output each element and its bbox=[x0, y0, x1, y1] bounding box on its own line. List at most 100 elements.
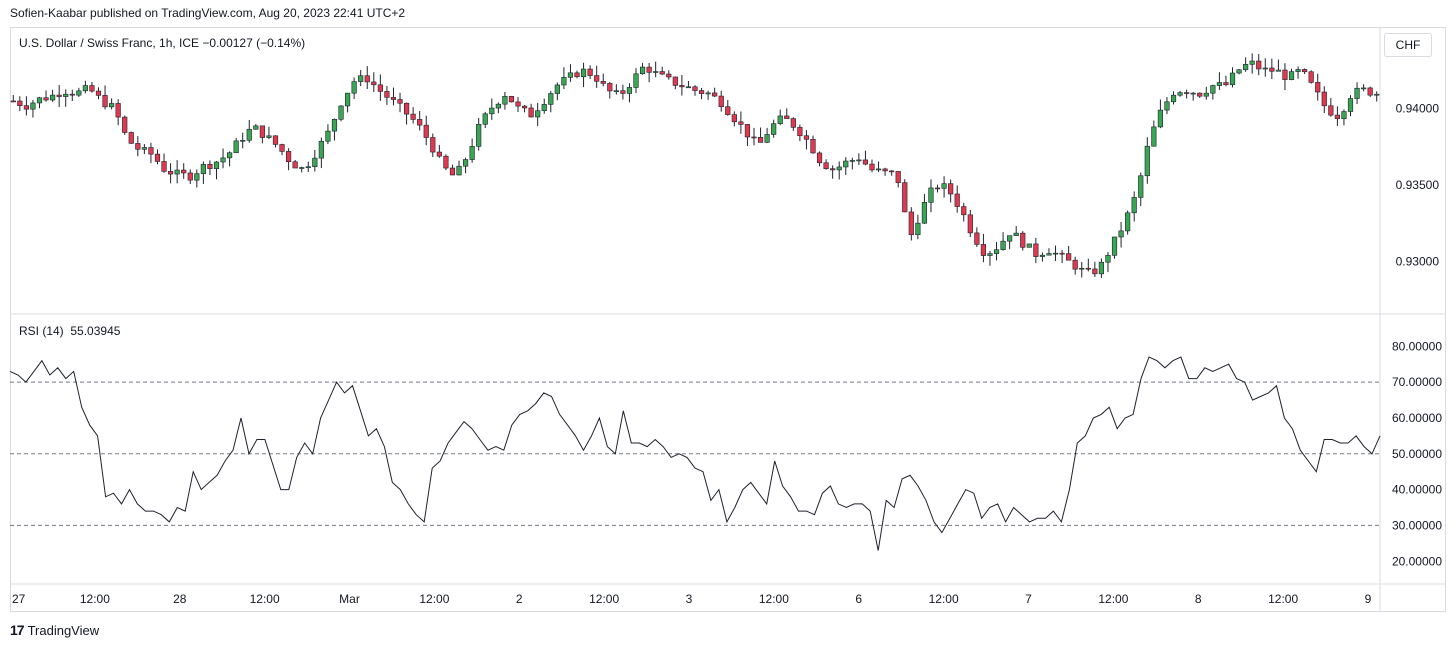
candle-up bbox=[836, 166, 842, 171]
candle-down bbox=[1020, 232, 1026, 248]
candle-down bbox=[1033, 243, 1039, 257]
candle-down bbox=[803, 135, 810, 140]
time-tick-label: 6 bbox=[855, 592, 862, 606]
candle-up bbox=[63, 93, 69, 97]
candle-down bbox=[902, 182, 908, 213]
candle-down bbox=[869, 163, 875, 171]
rsi-tick-label: 20.00000 bbox=[1392, 554, 1442, 568]
header-divider bbox=[10, 27, 1446, 28]
candle-up bbox=[358, 75, 364, 82]
candle-down bbox=[731, 114, 737, 123]
candle-down bbox=[1282, 69, 1288, 80]
candle-down bbox=[528, 107, 534, 118]
candle-up bbox=[1151, 126, 1157, 147]
rsi-tick-label: 40.00000 bbox=[1392, 483, 1442, 497]
candle-down bbox=[751, 136, 757, 139]
candle-down bbox=[600, 80, 606, 84]
candle-up bbox=[1243, 64, 1249, 71]
candle-down bbox=[1059, 252, 1065, 255]
candle-up bbox=[1354, 87, 1360, 99]
candle-up bbox=[941, 183, 947, 189]
candle-up bbox=[561, 77, 567, 86]
candle-up bbox=[771, 123, 777, 135]
candle-down bbox=[823, 162, 829, 169]
candle-up bbox=[1131, 197, 1137, 214]
candle-down bbox=[1072, 259, 1078, 270]
candle-down bbox=[895, 171, 901, 183]
time-tick-label: 28 bbox=[173, 592, 187, 606]
time-tick-label: 7 bbox=[1025, 592, 1032, 606]
candle-down bbox=[384, 91, 390, 98]
candle-up bbox=[1098, 261, 1105, 275]
candle-up bbox=[482, 113, 488, 125]
time-tick-label: 12:00 bbox=[929, 592, 959, 606]
candle-down bbox=[934, 187, 941, 190]
candle-up bbox=[495, 103, 501, 109]
candle-up bbox=[220, 157, 226, 163]
candle-down bbox=[1269, 67, 1275, 72]
candle-up bbox=[1203, 92, 1209, 97]
candle-up bbox=[875, 168, 882, 171]
tradingview-brand: TradingView bbox=[27, 622, 100, 638]
time-tick-label: Mar bbox=[339, 592, 360, 606]
candle-up bbox=[299, 167, 305, 169]
candle-up bbox=[705, 92, 711, 95]
candle-up bbox=[1177, 92, 1183, 96]
candle-up bbox=[849, 160, 855, 162]
candle-down bbox=[1302, 69, 1308, 73]
candle-down bbox=[908, 211, 914, 235]
candle-up bbox=[325, 130, 331, 142]
candle-up bbox=[639, 66, 646, 75]
candle-up bbox=[653, 71, 659, 73]
candle-up bbox=[1236, 69, 1242, 74]
candle-down bbox=[679, 85, 685, 88]
candle-down bbox=[89, 85, 95, 92]
price-tick-label: 0.93000 bbox=[1396, 255, 1440, 269]
tradingview-footer[interactable]: 17 TradingView bbox=[10, 622, 99, 638]
candle-up bbox=[554, 84, 560, 94]
candle-up bbox=[1347, 98, 1354, 112]
candle-up bbox=[1262, 67, 1268, 70]
candle-up bbox=[1046, 253, 1052, 256]
candle-down bbox=[449, 167, 456, 176]
currency-button[interactable]: CHF bbox=[1384, 33, 1432, 57]
candle-down bbox=[161, 161, 167, 172]
candle-down bbox=[521, 105, 528, 109]
candle-up bbox=[535, 110, 541, 118]
time-tick-label: 12:00 bbox=[1098, 592, 1128, 606]
candle-up bbox=[141, 147, 147, 150]
candle-up bbox=[987, 253, 993, 256]
candle-down bbox=[371, 81, 377, 86]
candle-up bbox=[338, 105, 344, 120]
candle-down bbox=[810, 139, 816, 154]
symbol-legend: U.S. Dollar / Swiss Franc, 1h, ICE −0.00… bbox=[19, 36, 306, 50]
candle-down bbox=[666, 73, 672, 78]
candle-up bbox=[253, 125, 259, 130]
candle-up bbox=[213, 161, 220, 169]
candle-up bbox=[1361, 87, 1367, 90]
candle-down bbox=[397, 99, 403, 104]
candle-up bbox=[1190, 92, 1196, 95]
candle-down bbox=[272, 135, 279, 145]
candle-up bbox=[1007, 235, 1013, 242]
candle-down bbox=[594, 75, 600, 82]
candle-up bbox=[344, 92, 351, 107]
rsi-legend: RSI (14) 55.03945 bbox=[19, 324, 120, 338]
candle-down bbox=[515, 101, 521, 107]
candle-up bbox=[82, 85, 88, 92]
candle-down bbox=[436, 151, 442, 157]
candle-up bbox=[1216, 82, 1222, 86]
candle-up bbox=[1052, 252, 1059, 255]
candle-up bbox=[1275, 69, 1281, 72]
candle-down bbox=[122, 116, 128, 133]
rsi-tick-label: 70.00000 bbox=[1392, 375, 1442, 389]
price-tick-label: 0.94000 bbox=[1396, 102, 1440, 116]
candle-up bbox=[502, 95, 508, 105]
candle-up bbox=[1210, 85, 1216, 94]
candle-up bbox=[226, 152, 233, 159]
candle-up bbox=[567, 72, 574, 78]
candle-up bbox=[318, 140, 324, 159]
time-tick-label: 3 bbox=[686, 592, 693, 606]
candle-up bbox=[915, 222, 921, 235]
